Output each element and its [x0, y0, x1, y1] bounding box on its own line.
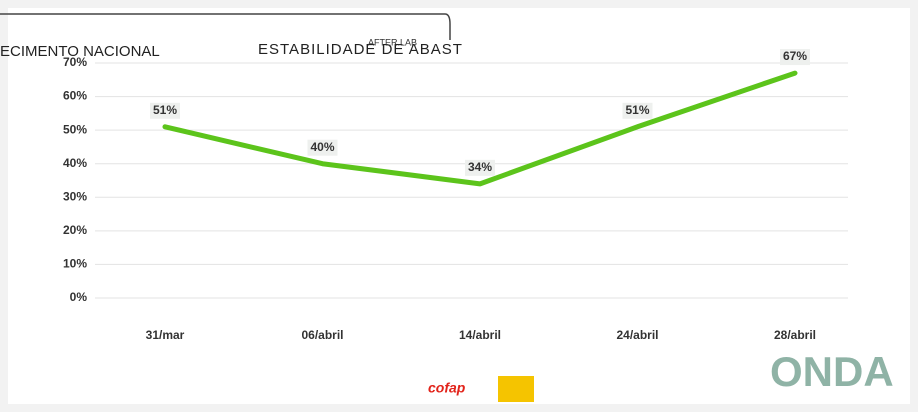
y-tick-label: 70% [63, 55, 87, 69]
value-label: 51% [153, 103, 177, 117]
value-label: 34% [468, 160, 492, 174]
subtitle: ECIMENTO NACIONAL [0, 43, 160, 60]
y-tick-label: 50% [63, 122, 87, 136]
annotation: AFTER.LAB [368, 37, 417, 47]
value-label-box [307, 139, 338, 156]
brand-logo-box [498, 376, 534, 402]
panel [8, 8, 910, 404]
y-tick-label: 20% [63, 223, 87, 237]
x-tick-label: 24/abril [616, 328, 658, 342]
brand-logo: ONDA [770, 348, 894, 395]
frame-line [0, 13, 451, 40]
value-label-box [622, 102, 653, 119]
value-label: 51% [625, 103, 649, 117]
brand-logo: cofap [428, 380, 466, 396]
value-label-box [465, 159, 495, 176]
y-tick-label: 30% [63, 189, 87, 203]
y-tick-label: 60% [63, 89, 87, 103]
x-tick-label: 31/mar [146, 328, 185, 342]
y-tick-label: 10% [63, 257, 87, 271]
y-tick-label: 40% [63, 156, 87, 170]
y-tick-label: 0% [70, 290, 88, 304]
value-label-box [150, 102, 180, 119]
value-label-box [780, 49, 810, 66]
line-series [162, 70, 798, 187]
x-tick-label: 06/abril [301, 328, 343, 342]
x-tick-label: 14/abril [459, 328, 501, 342]
value-label: 40% [310, 140, 334, 154]
x-tick-label: 28/abril [774, 328, 816, 342]
chart-title: ESTABILIDADE DE ABAST [258, 41, 463, 58]
value-label: 67% [783, 49, 807, 63]
